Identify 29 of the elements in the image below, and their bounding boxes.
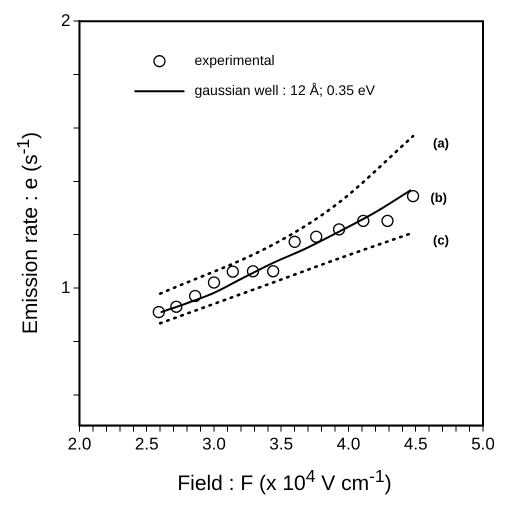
legend-label: gaussian well : 12 Å; 0.35 eV	[194, 82, 376, 98]
point	[188, 290, 202, 302]
y-tick-label: 2	[60, 10, 70, 30]
x-tick-label: 3.0	[202, 434, 226, 454]
x-tick-label: 2.0	[68, 434, 92, 454]
point	[170, 300, 182, 313]
x-tick-label: 2.5	[134, 434, 159, 454]
point	[288, 236, 301, 248]
annotation: (a)	[433, 136, 449, 151]
point	[267, 265, 280, 278]
annotation: (c)	[433, 232, 449, 248]
x-tick-label: 4.0	[336, 434, 360, 454]
legend-label: experimental	[194, 52, 275, 68]
point	[381, 214, 394, 228]
point	[226, 265, 239, 278]
point	[357, 214, 370, 228]
point	[152, 306, 165, 318]
x-tick-label: 4.5	[404, 434, 428, 454]
x-axis-title: Field : F (x 10$^{4}$ V cm$^{-1}$)	[176, 466, 393, 496]
point	[310, 230, 322, 243]
x-tick-label: 3.5	[269, 434, 294, 454]
y-tick-label: 1	[60, 278, 70, 297]
point	[208, 276, 220, 289]
point	[332, 223, 346, 236]
annotation: (b)	[430, 190, 447, 205]
line-series	[158, 134, 414, 295]
point	[246, 265, 260, 278]
point	[406, 190, 420, 202]
x-tick-label: 5.0	[471, 434, 495, 454]
